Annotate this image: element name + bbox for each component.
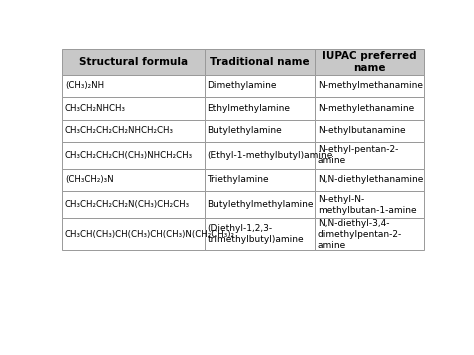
Bar (315, 75, 424, 97)
Bar (62, 49, 205, 75)
Text: CH₃CH₂NHCH₃: CH₃CH₂NHCH₃ (65, 104, 126, 113)
Text: Ethylmethylamine: Ethylmethylamine (208, 104, 291, 113)
Text: (CH₃)₂NH: (CH₃)₂NH (65, 81, 104, 90)
Bar (205, 49, 315, 75)
Bar (205, 218, 315, 250)
Text: N,N-diethyl-3,4-
dimethylpentan-2-
amine: N,N-diethyl-3,4- dimethylpentan-2- amine (318, 219, 402, 250)
Bar (315, 218, 424, 250)
Bar (315, 120, 424, 142)
Text: IUPAC preferred
name: IUPAC preferred name (322, 51, 417, 73)
Bar (205, 120, 315, 142)
Bar (315, 169, 424, 191)
Text: Traditional name: Traditional name (210, 57, 310, 67)
Bar (62, 142, 205, 169)
Bar (205, 169, 315, 191)
Text: (Diethyl-1,2,3-
trimethylbutyl)amine: (Diethyl-1,2,3- trimethylbutyl)amine (208, 224, 304, 244)
Bar (315, 49, 424, 75)
Bar (205, 97, 315, 120)
Text: N-ethylbutanamine: N-ethylbutanamine (318, 126, 405, 135)
Bar (315, 97, 424, 120)
Bar (315, 142, 424, 169)
Bar (315, 191, 424, 218)
Bar (62, 169, 205, 191)
Text: CH₃CH(CH₃)CH(CH₃)CH(CH₃)N(CH₂CH₃)₂: CH₃CH(CH₃)CH(CH₃)CH(CH₃)N(CH₂CH₃)₂ (65, 230, 235, 239)
Bar (62, 120, 205, 142)
Text: Triethylamine: Triethylamine (208, 175, 269, 185)
Text: (Ethyl-1-methylbutyl)amine: (Ethyl-1-methylbutyl)amine (208, 151, 333, 160)
Text: Dimethylamine: Dimethylamine (208, 81, 277, 90)
Bar (62, 218, 205, 250)
Text: N-ethyl-pentan-2-
amine: N-ethyl-pentan-2- amine (318, 145, 398, 165)
Text: CH₃CH₂CH₂CH(CH₃)NHCH₂CH₃: CH₃CH₂CH₂CH(CH₃)NHCH₂CH₃ (65, 151, 193, 160)
Text: N-methylmethanamine: N-methylmethanamine (318, 81, 423, 90)
Text: CH₃CH₂CH₂CH₂N(CH₃)CH₂CH₃: CH₃CH₂CH₂CH₂N(CH₃)CH₂CH₃ (65, 200, 190, 209)
Text: N-ethyl-N-
methylbutan-1-amine: N-ethyl-N- methylbutan-1-amine (318, 195, 417, 215)
Bar (62, 191, 205, 218)
Text: Structural formula: Structural formula (79, 57, 188, 67)
Text: CH₃CH₂CH₂CH₂NHCH₂CH₃: CH₃CH₂CH₂CH₂NHCH₂CH₃ (65, 126, 174, 135)
Bar (205, 75, 315, 97)
Bar (62, 97, 205, 120)
Text: N-methylethanamine: N-methylethanamine (318, 104, 414, 113)
Bar (62, 75, 205, 97)
Text: Butylethylmethylamine: Butylethylmethylamine (208, 200, 314, 209)
Text: (CH₃CH₂)₃N: (CH₃CH₂)₃N (65, 175, 113, 185)
Text: Butylethylamine: Butylethylamine (208, 126, 283, 135)
Bar (205, 191, 315, 218)
Bar (205, 142, 315, 169)
Text: N,N-diethylethanamine: N,N-diethylethanamine (318, 175, 423, 185)
